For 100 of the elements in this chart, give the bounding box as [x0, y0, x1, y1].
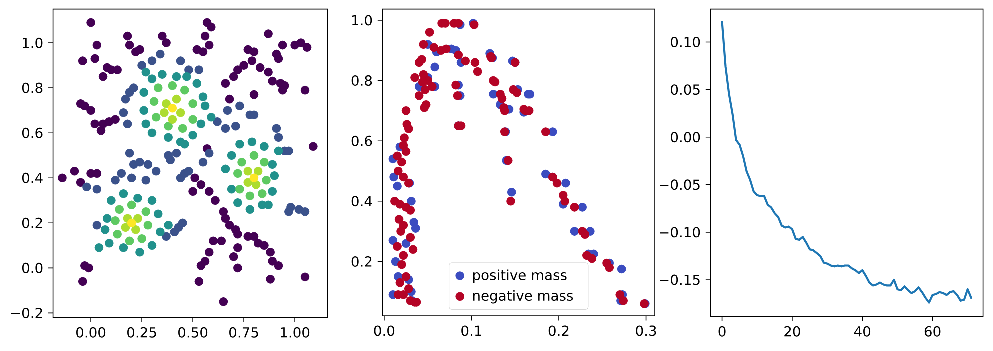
point	[196, 120, 206, 129]
point	[162, 232, 171, 242]
point	[178, 124, 188, 134]
point	[238, 158, 246, 167]
point	[188, 99, 198, 108]
point	[92, 184, 102, 194]
point	[160, 108, 169, 118]
x-tick-label: 0	[718, 326, 726, 337]
point	[115, 205, 124, 214]
point	[121, 223, 130, 232]
y-tick-label: 0.05	[671, 84, 700, 96]
point	[200, 102, 210, 110]
point	[182, 72, 192, 82]
point	[407, 197, 416, 206]
point	[388, 236, 398, 246]
point	[134, 194, 142, 203]
point	[127, 174, 136, 183]
point	[127, 200, 136, 210]
point	[430, 62, 440, 72]
point	[111, 176, 120, 185]
point	[244, 178, 253, 188]
point	[542, 170, 550, 179]
point	[284, 207, 294, 216]
point	[178, 218, 188, 228]
y-tick-label: −0.10	[660, 227, 700, 238]
point	[617, 264, 626, 274]
y-tick-label: 0.8	[352, 76, 372, 86]
point	[274, 133, 284, 142]
point	[198, 158, 208, 167]
point	[164, 133, 173, 142]
point	[254, 166, 263, 176]
point	[119, 189, 128, 198]
point	[268, 187, 278, 196]
point	[148, 128, 157, 138]
point	[234, 169, 242, 178]
point	[300, 207, 310, 216]
point	[119, 244, 128, 252]
point	[136, 158, 144, 167]
x-tick-label: 40	[854, 326, 871, 337]
point	[578, 203, 587, 212]
point	[390, 172, 398, 182]
point	[172, 72, 182, 82]
point	[111, 216, 120, 226]
point	[138, 61, 146, 70]
x-tick-label: 0.00	[76, 327, 106, 338]
y-tick-label: 0.0	[22, 262, 43, 274]
point	[82, 182, 92, 192]
y-tick-label: 0.8	[22, 82, 43, 94]
point	[168, 115, 178, 124]
x-tick-label: 20	[784, 326, 800, 337]
point	[168, 104, 178, 113]
point	[227, 151, 236, 160]
point	[168, 81, 178, 90]
point	[184, 66, 194, 74]
point	[125, 148, 134, 158]
point	[489, 90, 498, 99]
point	[188, 130, 198, 140]
point	[158, 70, 167, 79]
point	[172, 148, 182, 158]
point	[213, 117, 222, 126]
y-tick-label: 0.6	[352, 136, 372, 146]
y-tick-label: 0.10	[671, 37, 700, 48]
point	[119, 108, 128, 118]
legend-label: negative mass	[473, 290, 574, 304]
y-tick-label: 0.00	[671, 132, 700, 143]
point	[244, 166, 253, 176]
legend-label: positive mass	[473, 270, 567, 284]
point	[262, 176, 271, 185]
point	[148, 241, 157, 250]
point	[274, 146, 284, 156]
point	[231, 122, 240, 131]
point	[94, 244, 104, 252]
point	[142, 207, 151, 216]
y-tick-label: −0.05	[660, 180, 700, 190]
point	[198, 92, 208, 102]
point	[260, 142, 269, 152]
point	[184, 166, 194, 176]
x-tick-label: 0.25	[128, 327, 156, 338]
point	[125, 236, 134, 246]
x-tick-label: 0.1	[462, 326, 482, 336]
point	[562, 178, 570, 188]
point	[393, 182, 402, 191]
point	[142, 68, 151, 77]
point	[250, 151, 259, 160]
point	[152, 166, 161, 176]
point	[270, 171, 280, 180]
point	[176, 56, 186, 66]
point	[258, 189, 267, 198]
y-tick-label: 0.4	[352, 196, 372, 207]
point	[402, 239, 411, 248]
point	[148, 56, 157, 66]
x-tick-label: 1.00	[281, 327, 310, 338]
y-tick-label: 0.2	[352, 256, 372, 267]
y-tick-label: −0.15	[660, 274, 700, 286]
point	[127, 218, 136, 228]
point	[260, 158, 269, 167]
point	[164, 122, 173, 131]
point	[264, 200, 273, 210]
point	[136, 248, 144, 257]
point	[164, 220, 173, 230]
